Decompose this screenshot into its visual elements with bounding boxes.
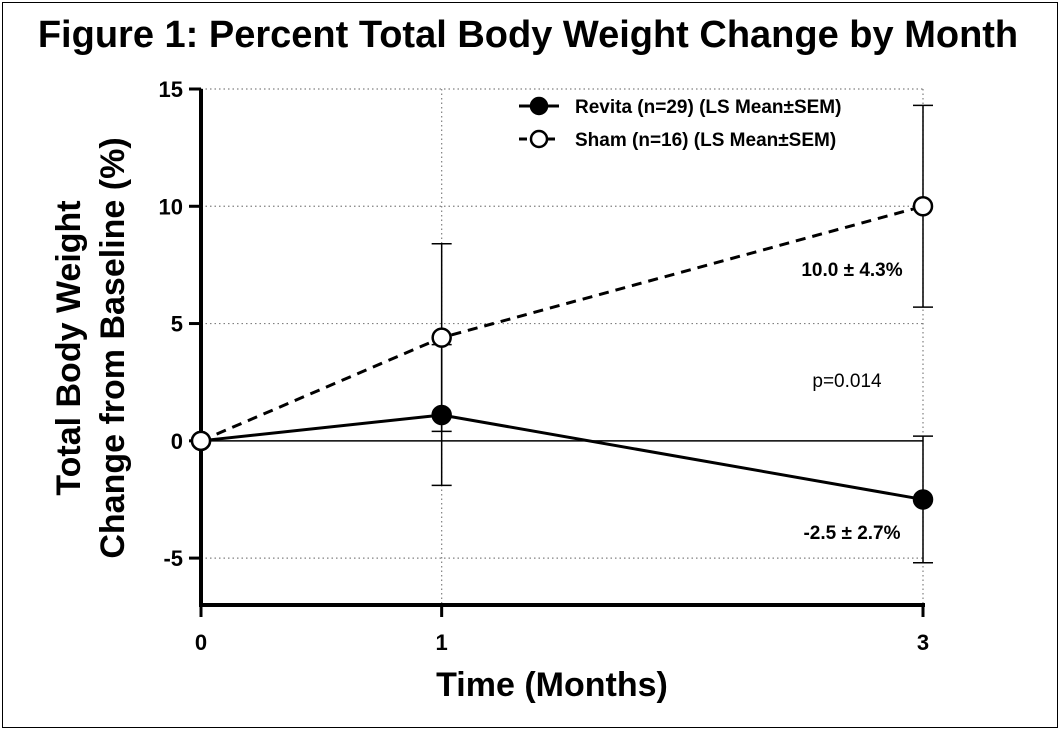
- labels-layer: 15 10 5 0 -5 0 1 3: [159, 77, 930, 655]
- series-line-0: [200, 413, 924, 501]
- y-axis-title-line2: Change from Baseline (%): [94, 137, 132, 558]
- x-tick-label-0: 0: [195, 630, 207, 655]
- data-point-1-2: [912, 196, 934, 217]
- series-layer: [190, 104, 934, 564]
- data-point-1-0: [190, 430, 212, 452]
- data-point-0-2: [912, 489, 934, 510]
- x-tick-label-1: 1: [436, 630, 448, 655]
- legend-revita-label: Revita (n=29) (LS Mean±SEM): [575, 97, 841, 118]
- legend-revita-marker: [529, 96, 549, 116]
- y-tick-label-5: 5: [171, 312, 183, 337]
- annotation-revita-final: -2.5 ± 2.7%: [803, 523, 900, 544]
- chart-title: Figure 1: Percent Total Body Weight Chan…: [37, 14, 1019, 56]
- y-tick-label-15: 15: [159, 77, 183, 102]
- x-tick-label-3: 3: [917, 630, 929, 655]
- data-point-1-1: [431, 327, 452, 348]
- x-axis-title: Time (Months): [436, 666, 668, 704]
- y-axis-title-line1: Total Body Weight: [50, 200, 88, 495]
- legend-sham-label: Sham (n=16) (LS Mean±SEM): [575, 130, 836, 151]
- legend-sham-marker: [529, 129, 549, 149]
- y-tick-label-10: 10: [159, 194, 183, 219]
- axes-layer: [189, 87, 925, 617]
- data-point-0-1: [431, 404, 452, 426]
- y-tick-label--5: -5: [163, 546, 183, 571]
- legend: Revita (n=29) (LS Mean±SEM) Sham (n=16) …: [519, 96, 841, 151]
- annotation-sham-final: 10.0 ± 4.3%: [801, 260, 902, 281]
- annotation-p-value: p=0.014: [812, 371, 882, 392]
- y-tick-label-0: 0: [171, 429, 183, 454]
